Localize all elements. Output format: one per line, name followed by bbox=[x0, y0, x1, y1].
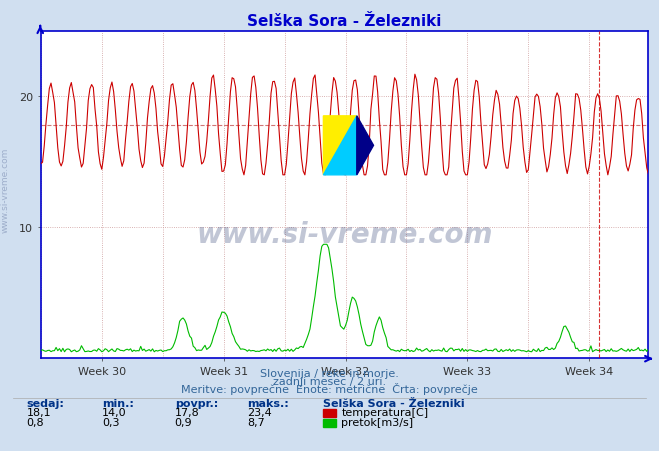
Text: pretok[m3/s]: pretok[m3/s] bbox=[341, 417, 413, 427]
Polygon shape bbox=[357, 117, 374, 175]
Polygon shape bbox=[324, 117, 357, 175]
Text: 17,8: 17,8 bbox=[175, 407, 200, 417]
Text: 18,1: 18,1 bbox=[26, 407, 51, 417]
Text: 14,0: 14,0 bbox=[102, 407, 127, 417]
Text: Meritve: povprečne  Enote: metrične  Črta: povprečje: Meritve: povprečne Enote: metrične Črta:… bbox=[181, 382, 478, 394]
Text: 0,9: 0,9 bbox=[175, 417, 192, 427]
Title: Selška Sora - Železniki: Selška Sora - Železniki bbox=[248, 14, 442, 29]
Polygon shape bbox=[324, 117, 357, 175]
Text: sedaj:: sedaj: bbox=[26, 398, 64, 408]
Text: povpr.:: povpr.: bbox=[175, 398, 218, 408]
Text: zadnji mesec / 2 uri.: zadnji mesec / 2 uri. bbox=[273, 376, 386, 386]
Text: Slovenija / reke in morje.: Slovenija / reke in morje. bbox=[260, 368, 399, 378]
Text: Selška Sora - Železniki: Selška Sora - Železniki bbox=[323, 398, 465, 408]
Text: 0,8: 0,8 bbox=[26, 417, 44, 427]
Text: maks.:: maks.: bbox=[247, 398, 289, 408]
Text: 8,7: 8,7 bbox=[247, 417, 265, 427]
Text: temperatura[C]: temperatura[C] bbox=[341, 407, 428, 417]
Text: www.si-vreme.com: www.si-vreme.com bbox=[196, 221, 493, 248]
Text: min.:: min.: bbox=[102, 398, 134, 408]
Text: 0,3: 0,3 bbox=[102, 417, 120, 427]
Text: www.si-vreme.com: www.si-vreme.com bbox=[1, 147, 10, 232]
Text: 23,4: 23,4 bbox=[247, 407, 272, 417]
